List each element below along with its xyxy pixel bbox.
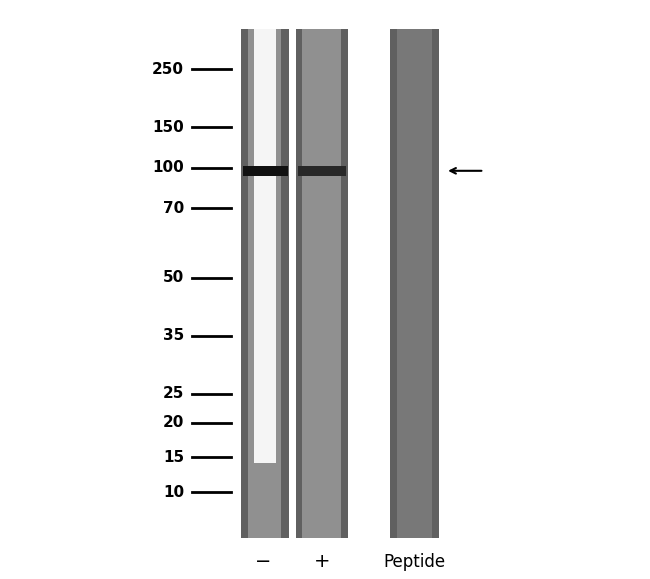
Bar (296, 29, 348, 538)
Text: 100: 100 (152, 160, 184, 175)
Text: 150: 150 (152, 120, 184, 135)
Text: Peptide: Peptide (384, 552, 446, 571)
Bar (396, 29, 432, 538)
Text: 10: 10 (162, 485, 184, 500)
Bar (390, 29, 439, 538)
Text: 20: 20 (162, 415, 184, 430)
Bar (240, 29, 289, 538)
Text: 15: 15 (162, 450, 184, 465)
Text: 35: 35 (162, 328, 184, 343)
Text: 70: 70 (162, 201, 184, 216)
Text: 50: 50 (162, 270, 184, 285)
Text: 250: 250 (152, 62, 184, 77)
Bar (243, 166, 288, 176)
Text: −: − (255, 552, 272, 571)
Bar (298, 166, 346, 176)
Bar (254, 29, 276, 463)
Bar (289, 29, 296, 538)
Bar (248, 29, 281, 538)
Text: +: + (313, 552, 330, 571)
Text: 25: 25 (162, 386, 184, 401)
Bar (302, 29, 341, 538)
